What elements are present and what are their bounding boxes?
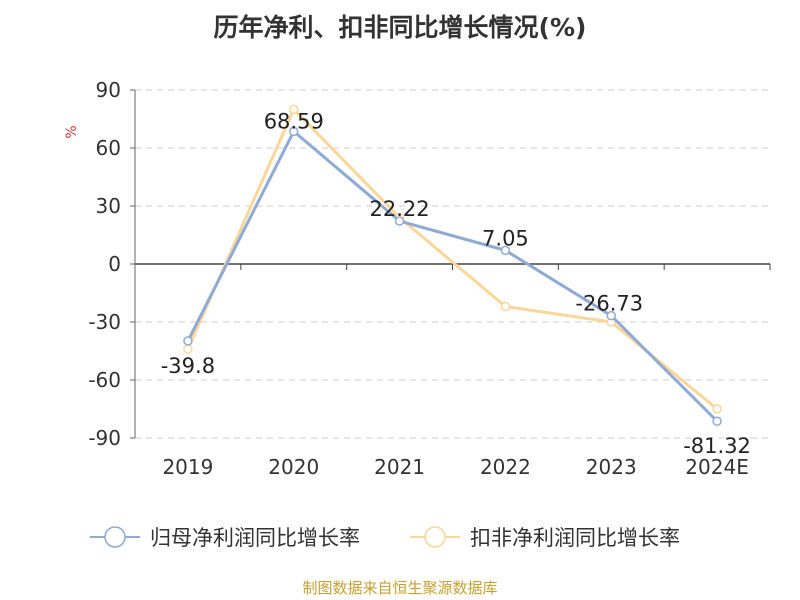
- series-line: [186, 129, 719, 423]
- legend-swatch-marker: [424, 526, 446, 548]
- chart-title: 历年净利、扣非同比增长情况(%): [213, 13, 587, 42]
- x-tick-label: 2023: [586, 455, 637, 479]
- legend-label[interactable]: 归母净利润同比增长率: [150, 526, 360, 550]
- y-tick-label: 60: [96, 136, 121, 160]
- y-axis: 90 60 30 0 -30 -60 -90: [88, 78, 136, 450]
- series-line: [186, 107, 719, 411]
- data-label: 68.59: [264, 109, 324, 133]
- data-source-footer: 制图数据来自恒生聚源数据库: [302, 579, 498, 597]
- line-chart: 2019 2020 2021 2022 2023 2024E 90 60 30 0 -30 -60 -…: [64, 78, 771, 550]
- data-label: 7.05: [482, 226, 529, 250]
- series-group: [183, 104, 722, 426]
- data-point[interactable]: [289, 104, 299, 115]
- x-tick-label: 2019: [162, 455, 213, 479]
- data-label: -81.32: [683, 434, 751, 458]
- data-point[interactable]: [394, 216, 405, 226]
- data-label: -39.8: [161, 354, 215, 378]
- x-tick-label: 2021: [374, 455, 425, 479]
- legend: 归母净利润同比增长率 扣非净利润同比增长率: [90, 526, 680, 550]
- x-axis: 2019 2020 2021 2022 2023 2024E: [134, 263, 771, 479]
- grid-lines: [135, 89, 770, 439]
- y-tick-label: 30: [96, 194, 121, 218]
- data-point[interactable]: [500, 301, 511, 312]
- data-point[interactable]: [712, 416, 722, 426]
- data-point[interactable]: [606, 310, 616, 321]
- y-tick-label: -30: [88, 310, 121, 334]
- y-tick-label: -90: [88, 426, 121, 450]
- data-label: -26.73: [575, 292, 643, 316]
- data-point[interactable]: [289, 126, 299, 137]
- y-tick-label: -60: [88, 368, 121, 392]
- x-tick-label: 2022: [480, 455, 531, 479]
- legend-label[interactable]: 扣非净利润同比增长率: [470, 526, 680, 550]
- data-point[interactable]: [183, 344, 193, 354]
- y-axis-label: %: [64, 125, 80, 138]
- data-point[interactable]: [500, 245, 511, 256]
- data-point[interactable]: [712, 404, 722, 414]
- data-labels: -39.8 68.59 22.22 7.05 -26.73 -81.32: [161, 109, 751, 458]
- x-tick-label: 2020: [268, 455, 319, 479]
- legend-swatch-marker: [104, 526, 126, 548]
- x-tick-label: 2024E: [685, 455, 749, 479]
- y-tick-label: 90: [96, 78, 121, 102]
- data-label: 22.22: [370, 197, 430, 221]
- data-point[interactable]: [183, 336, 193, 346]
- y-tick-label: 0: [108, 252, 121, 276]
